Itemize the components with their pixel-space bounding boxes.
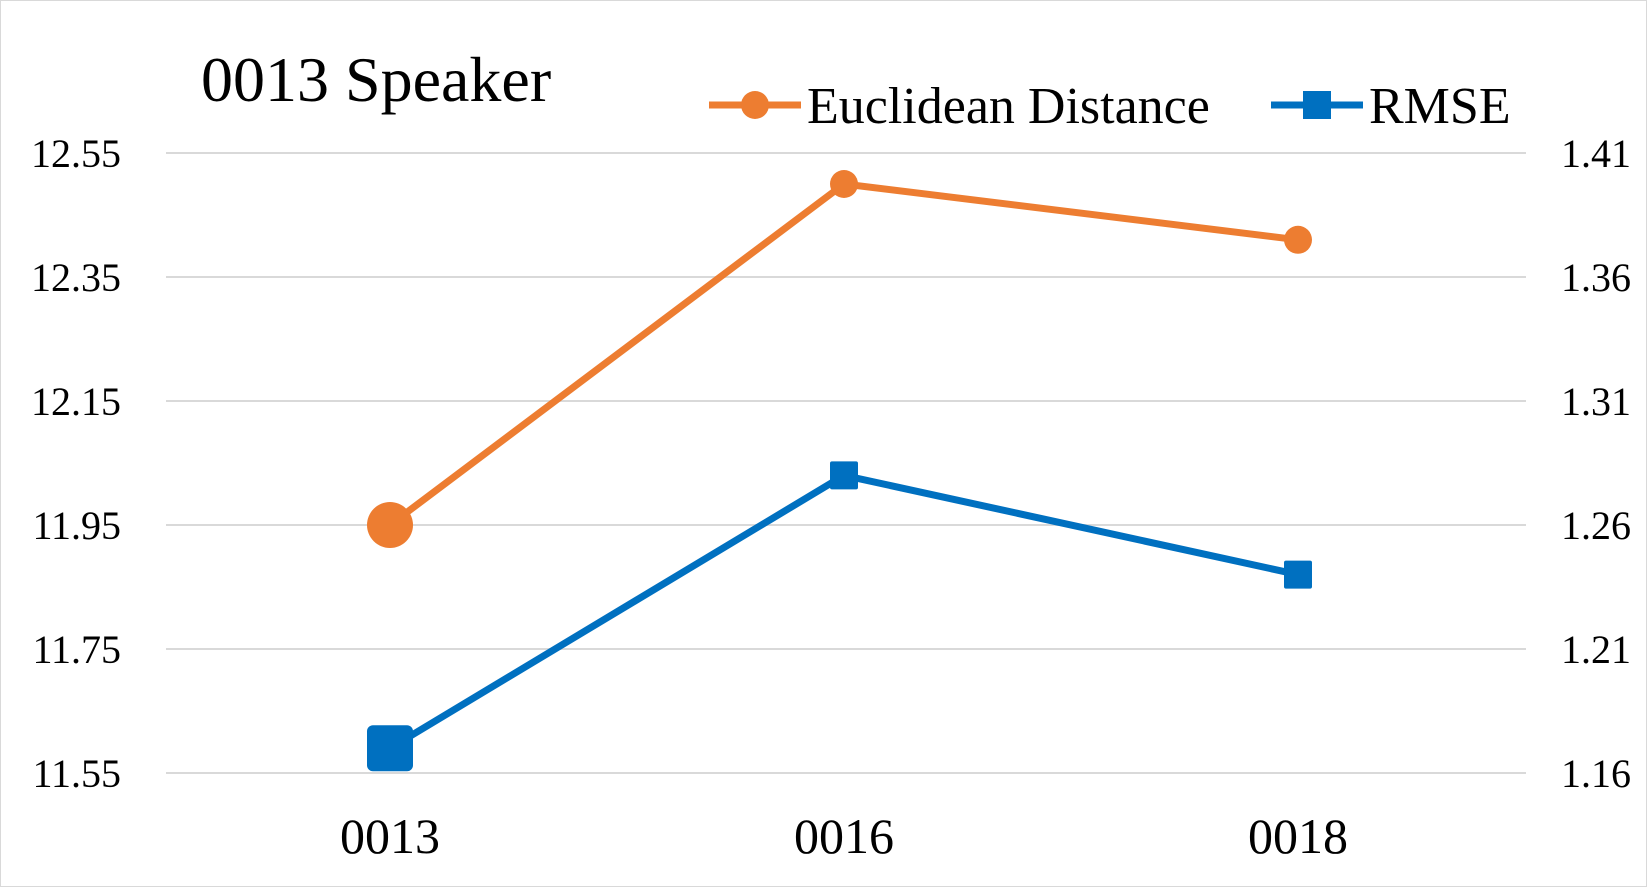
- right-tick-label: 1.36: [1561, 255, 1631, 300]
- series-line-rmse: [388, 471, 1299, 752]
- data-point-euclidean-distance: [1284, 225, 1312, 254]
- left-tick-label: 11.95: [32, 503, 121, 548]
- right-tick-label: 1.21: [1561, 627, 1631, 672]
- legend-marker-circle: [741, 91, 769, 119]
- legend-marker-square: [1303, 91, 1331, 119]
- legend-label-euclidean-distance: Euclidean Distance: [807, 78, 1210, 135]
- left-tick-label: 11.75: [32, 627, 121, 672]
- data-point-rmse: [830, 461, 858, 490]
- legend-item-rmse: RMSE: [1271, 78, 1511, 135]
- left-tick-label: 11.55: [32, 751, 121, 796]
- right-tick-label: 1.31: [1561, 379, 1631, 424]
- right-tick-label: 1.26: [1561, 503, 1631, 548]
- right-axis-ticks: 1.16 1.21 1.26 1.31 1.36 1.41: [1561, 131, 1631, 796]
- category-tick-label: 0016: [794, 808, 894, 864]
- left-tick-label: 12.35: [31, 255, 121, 300]
- category-axis-ticks: 0013 0016 0018: [340, 808, 1348, 864]
- data-point-euclidean-distance: [830, 170, 858, 198]
- data-point-rmse: [1284, 560, 1312, 589]
- right-tick-label: 1.41: [1561, 131, 1631, 176]
- legend-label-rmse: RMSE: [1369, 78, 1511, 135]
- legend-item-euclidean-distance: Euclidean Distance: [709, 78, 1210, 135]
- left-tick-label: 12.55: [31, 131, 121, 176]
- chart-title: 0013 Speaker: [201, 44, 551, 115]
- right-tick-label: 1.16: [1561, 751, 1631, 796]
- data-point-euclidean-distance: [367, 502, 413, 548]
- category-tick-label: 0013: [340, 808, 440, 864]
- left-tick-label: 12.15: [31, 379, 121, 424]
- legend: Euclidean Distance RMSE: [709, 78, 1511, 135]
- category-tick-label: 0018: [1248, 808, 1348, 864]
- series-lines: [367, 170, 1312, 772]
- data-point-rmse: [367, 725, 413, 772]
- left-axis-ticks: 11.55 11.75 11.95 12.15 12.35 12.55: [31, 131, 121, 796]
